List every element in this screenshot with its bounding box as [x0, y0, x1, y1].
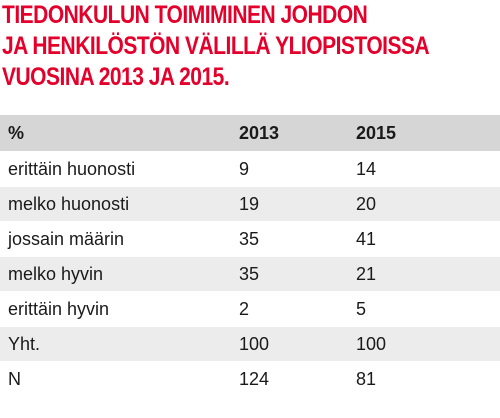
cell-2015: 21 — [356, 263, 377, 284]
cell-2013: 19 — [239, 193, 260, 214]
cell-2013: 9 — [239, 158, 250, 179]
table-row: melko huonosti 19 20 — [0, 187, 500, 222]
column-header-2015: 2015 — [356, 122, 397, 143]
cell-2015: 5 — [356, 298, 367, 319]
cell-2015: 81 — [356, 368, 377, 389]
column-header-percent: % — [8, 122, 25, 143]
cell-2013: 100 — [239, 333, 270, 354]
table-row: erittäin huonosti 9 14 — [0, 152, 500, 187]
cell-2013: 124 — [239, 368, 270, 389]
title-line-2: JA HENKILÖSTÖN VÄLILLÄ YLIOPISTOISSA — [2, 32, 430, 60]
table-row: erittäin hyvin 2 5 — [0, 292, 500, 327]
cell-2015: 100 — [356, 333, 387, 354]
cell-2013: 2 — [239, 298, 250, 319]
title-line-1: TIEDONKULUN TOIMIMINEN JOHDON — [2, 1, 368, 29]
table-row: N 124 81 — [0, 362, 500, 397]
cell-2015: 41 — [356, 228, 377, 249]
data-table: % 2013 2015 erittäin huonosti 9 14 melko… — [0, 115, 500, 397]
row-label: melko hyvin — [8, 263, 104, 284]
table-row: Yht. 100 100 — [0, 327, 500, 362]
row-label: erittäin hyvin — [8, 298, 110, 319]
row-label: melko huonosti — [8, 193, 130, 214]
row-label: Yht. — [8, 333, 41, 354]
chart-title: TIEDONKULUN TOIMIMINEN JOHDON JA HENKILÖ… — [2, 0, 430, 93]
cell-2013: 35 — [239, 228, 260, 249]
row-label: erittäin huonosti — [8, 158, 136, 179]
cell-2015: 14 — [356, 158, 377, 179]
table-row: jossain määrin 35 41 — [0, 222, 500, 257]
table-row: melko hyvin 35 21 — [0, 257, 500, 292]
cell-2013: 35 — [239, 263, 260, 284]
cell-2015: 20 — [356, 193, 377, 214]
title-line-3: VUOSINA 2013 JA 2015. — [2, 63, 230, 91]
row-label: jossain määrin — [8, 228, 125, 249]
table-header-row: % 2013 2015 — [0, 115, 500, 152]
row-label: N — [8, 368, 21, 389]
column-header-2013: 2013 — [239, 122, 280, 143]
